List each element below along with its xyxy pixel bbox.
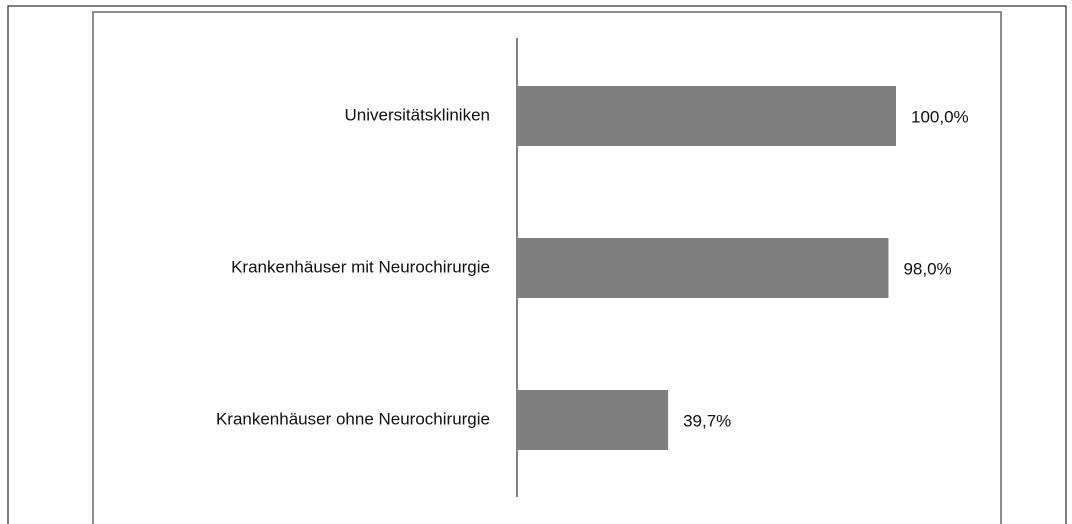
outer-frame xyxy=(7,5,1067,524)
category-label: Universitätskliniken xyxy=(345,105,491,124)
value-label: 98,0% xyxy=(903,259,951,278)
value-label: 39,7% xyxy=(683,411,731,430)
category-label: Krankenhäuser mit Neurochirurgie xyxy=(231,257,490,276)
chart-frame xyxy=(92,11,1002,524)
bar xyxy=(518,86,896,146)
value-label: 100,0% xyxy=(911,107,969,126)
bar xyxy=(518,238,889,298)
category-label: Krankenhäuser ohne Neurochirurgie xyxy=(216,409,490,428)
bar xyxy=(518,390,669,450)
